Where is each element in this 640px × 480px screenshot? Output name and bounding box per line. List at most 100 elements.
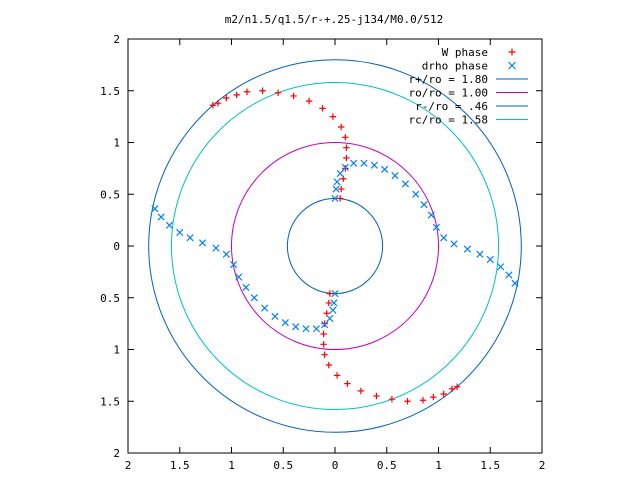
- w-phase-point: [329, 113, 337, 120]
- drho-phase-point: [212, 244, 220, 252]
- y-tick-label: 2: [113, 33, 120, 46]
- w-phase-point: [453, 383, 461, 390]
- drho-phase-point: [336, 169, 344, 178]
- drho-phase-point: [330, 299, 338, 307]
- w-phase-point: [342, 134, 349, 141]
- w-phase-point: [290, 92, 297, 100]
- w-phase-point: [419, 397, 427, 404]
- x-tick-label: 0.5: [377, 459, 397, 472]
- legend-label: drho phase: [422, 60, 488, 73]
- drho-phase-point: [381, 165, 389, 174]
- y-tick-label: 2: [113, 447, 120, 460]
- drho-phase-point: [401, 180, 410, 188]
- drho-phase-point: [281, 318, 289, 327]
- drho-phase-point: [198, 239, 207, 247]
- y-tick-label: 0.5: [100, 188, 120, 201]
- drho-phase-point: [260, 304, 269, 312]
- drho-phase-point: [302, 325, 310, 333]
- drho-phase-point: [350, 159, 358, 167]
- w-phase-point: [209, 102, 217, 109]
- drho-phase-point: [222, 250, 230, 258]
- w-phase-point: [343, 144, 350, 151]
- w-phase-point: [320, 330, 327, 338]
- w-phase-point: [336, 195, 344, 202]
- drho-phase-point: [391, 171, 399, 180]
- x-tick-label: 1.5: [480, 459, 500, 472]
- w-phase-point: [404, 398, 411, 405]
- w-phase-point: [430, 393, 437, 401]
- w-phase-point: [373, 392, 380, 400]
- circle-4: [170, 81, 500, 411]
- drho-phase-point: [505, 271, 513, 279]
- drho-phase-point: [463, 245, 472, 253]
- drho-phase-point: [511, 279, 519, 287]
- drho-phase-point: [412, 190, 420, 198]
- w-phase-point: [223, 94, 230, 102]
- w-phase-point: [319, 105, 326, 112]
- legend-label: ro/ro = 1.00: [409, 87, 488, 100]
- drho-phase-point: [186, 234, 194, 242]
- w-phase-point: [321, 320, 328, 327]
- drho-phase-point: [496, 263, 505, 271]
- w-phase-point: [344, 380, 351, 387]
- w-phase-point: [214, 99, 222, 107]
- y-tick-label: 1: [113, 344, 120, 357]
- legend-label: W phase: [442, 46, 488, 59]
- y-tick-label: 1.5: [100, 85, 120, 98]
- data-series: [151, 87, 519, 405]
- x-tick-label: 0: [332, 459, 339, 472]
- drho-phase-point: [331, 289, 339, 298]
- w-phase-point: [440, 390, 447, 398]
- w-phase-point: [325, 361, 332, 369]
- y-tick-label: 0.5: [100, 292, 120, 305]
- drho-phase-point: [432, 223, 441, 231]
- drho-phase-point: [341, 163, 349, 171]
- legend-swatch: [508, 48, 516, 56]
- w-phase-point: [357, 387, 365, 395]
- w-phase-point: [342, 165, 349, 172]
- drho-phase-point: [329, 306, 337, 314]
- drho-phase-point: [321, 321, 329, 329]
- w-phase-point: [338, 123, 345, 131]
- y-tick-label: 0: [113, 240, 120, 253]
- drho-phase-point: [176, 228, 184, 237]
- circle-1: [148, 59, 522, 433]
- w-phase-point: [243, 88, 251, 95]
- drho-phase-point: [476, 250, 484, 258]
- drho-phase-point: [292, 323, 300, 331]
- w-phase-point: [343, 154, 350, 162]
- axis-ticks: 2 1.5 1 0.5 0 0.5 1 1.5 221.510.500.511.52: [100, 33, 545, 472]
- chart-title: m2/n1.5/q1.5/r-+.25-j134/M0.0/512: [225, 13, 444, 26]
- w-phase-point: [305, 97, 313, 105]
- drho-phase-point: [370, 161, 378, 169]
- legend-label: r+/ro = 1.80: [409, 73, 488, 86]
- drho-phase-point: [271, 312, 279, 321]
- drho-phase-point: [486, 255, 494, 264]
- x-tick-label: 2: [539, 459, 546, 472]
- drho-phase-point: [360, 159, 368, 167]
- drho-phase-point: [450, 240, 458, 248]
- drho-phase-point: [420, 200, 428, 209]
- x-tick-label: 1.5: [170, 459, 190, 472]
- drho-phase-point: [151, 205, 159, 213]
- x-tick-label: 0.5: [273, 459, 293, 472]
- drho-phase-point: [165, 221, 174, 229]
- w-phase-point: [338, 185, 345, 193]
- drho-phase-point: [326, 314, 334, 323]
- w-phase-point: [448, 385, 456, 393]
- w-phase-point: [259, 87, 266, 94]
- drho-phase-point: [331, 194, 339, 203]
- drho-phase-point: [440, 234, 448, 242]
- w-phase-point: [274, 89, 282, 97]
- drho-phase-point: [312, 325, 320, 333]
- w-phase-point: [333, 372, 341, 379]
- drho-phase-point: [242, 283, 250, 292]
- drho-phase-point: [157, 213, 165, 221]
- w-phase-point: [326, 290, 334, 297]
- x-tick-label: 2: [125, 459, 132, 472]
- drho-phase-point: [332, 185, 340, 193]
- w-phase-point: [325, 299, 332, 307]
- w-phase-point: [320, 341, 327, 348]
